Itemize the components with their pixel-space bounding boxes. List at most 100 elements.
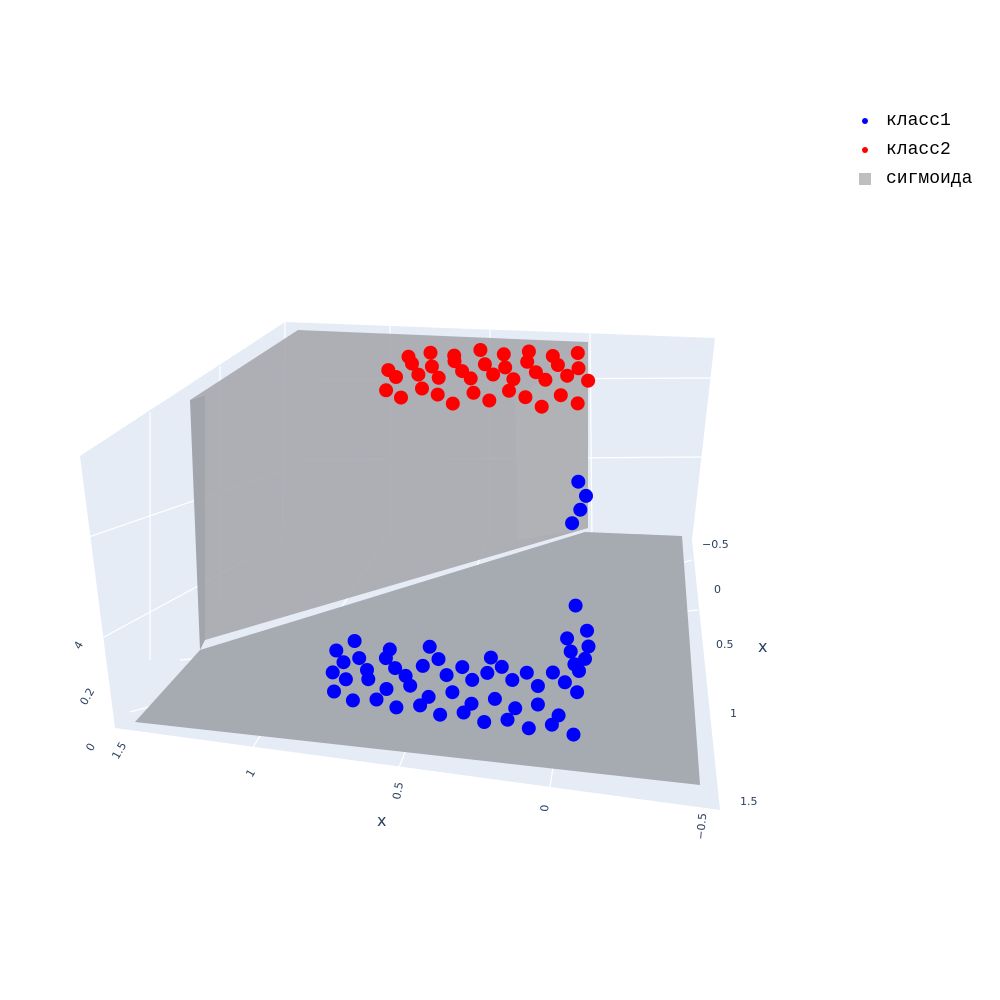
data-point[interactable] (463, 371, 478, 386)
data-point[interactable] (394, 390, 408, 405)
data-point[interactable] (369, 692, 384, 707)
data-point[interactable] (571, 361, 586, 376)
data-point[interactable] (361, 672, 376, 687)
data-point[interactable] (519, 665, 534, 680)
data-point[interactable] (565, 516, 580, 531)
data-point[interactable] (327, 684, 341, 699)
data-point[interactable] (506, 372, 521, 387)
legend-item-class1[interactable]: класс1 (852, 106, 972, 135)
data-point[interactable] (347, 634, 362, 648)
data-point[interactable] (424, 359, 439, 374)
data-point[interactable] (447, 348, 462, 363)
data-point[interactable] (505, 673, 520, 687)
data-point[interactable] (578, 651, 592, 666)
data-point[interactable] (573, 502, 588, 517)
data-point[interactable] (530, 679, 545, 693)
data-point[interactable] (433, 707, 448, 722)
legend-item-sigmoid[interactable]: сигмоида (852, 164, 972, 193)
series-class1[interactable] (325, 474, 596, 742)
data-point[interactable] (544, 717, 559, 732)
data-point[interactable] (563, 644, 578, 659)
data-point[interactable] (486, 367, 501, 382)
data-point[interactable] (508, 701, 523, 716)
data-point[interactable] (496, 347, 511, 362)
data-point[interactable] (560, 368, 575, 383)
data-point[interactable] (430, 387, 445, 402)
data-point[interactable] (483, 650, 498, 665)
data-point[interactable] (477, 715, 492, 729)
data-point[interactable] (498, 360, 513, 375)
data-point[interactable] (413, 698, 428, 713)
data-point[interactable] (439, 668, 454, 683)
data-point[interactable] (445, 685, 460, 700)
data-point[interactable] (518, 390, 533, 405)
data-point[interactable] (329, 643, 344, 658)
data-point[interactable] (482, 393, 497, 408)
data-point[interactable] (487, 691, 502, 706)
legend-item-class2[interactable]: класс2 (852, 135, 972, 164)
data-point[interactable] (570, 685, 585, 700)
data-point[interactable] (456, 705, 471, 720)
x-tick: 1.5 (109, 740, 129, 762)
data-point[interactable] (422, 639, 437, 654)
data-point[interactable] (571, 474, 586, 489)
data-point[interactable] (325, 665, 340, 680)
data-point[interactable] (545, 665, 560, 680)
data-point[interactable] (455, 660, 470, 675)
data-point[interactable] (581, 373, 596, 388)
data-point[interactable] (411, 367, 426, 382)
data-point[interactable] (431, 652, 446, 667)
data-point[interactable] (415, 381, 429, 396)
data-point[interactable] (336, 655, 351, 670)
data-point[interactable] (415, 658, 430, 673)
series-class2[interactable] (379, 343, 596, 414)
data-point[interactable] (538, 372, 553, 387)
data-point[interactable] (520, 354, 535, 369)
data-point[interactable] (534, 399, 549, 414)
y-tick: −0.5 (702, 538, 729, 551)
data-point[interactable] (502, 383, 516, 398)
data-point[interactable] (568, 598, 583, 613)
data-point[interactable] (473, 343, 488, 357)
data-point[interactable] (382, 642, 397, 657)
data-point[interactable] (379, 682, 394, 696)
data-point[interactable] (528, 365, 543, 380)
data-point[interactable] (477, 357, 492, 372)
data-point[interactable] (521, 721, 536, 736)
y-axis-ticks: −0.5 0 0.5 1 1.5 (702, 538, 758, 808)
data-point[interactable] (500, 712, 515, 727)
data-point[interactable] (352, 651, 367, 666)
data-point[interactable] (566, 727, 581, 742)
data-point[interactable] (421, 689, 436, 704)
data-point[interactable] (581, 639, 596, 654)
data-point[interactable] (570, 396, 585, 411)
data-point[interactable] (389, 700, 404, 715)
data-point[interactable] (580, 623, 594, 638)
data-point[interactable] (494, 659, 509, 674)
data-point[interactable] (401, 349, 416, 364)
data-point[interactable] (557, 675, 572, 690)
data-point[interactable] (423, 345, 438, 360)
data-point[interactable] (480, 665, 495, 680)
data-point[interactable] (466, 385, 481, 400)
data-point[interactable] (530, 697, 545, 712)
data-point[interactable] (403, 678, 418, 693)
x-tick: 0 (538, 804, 552, 812)
data-point[interactable] (389, 370, 403, 384)
data-point[interactable] (379, 383, 394, 398)
data-point[interactable] (570, 346, 585, 360)
data-point[interactable] (338, 672, 353, 687)
data-point[interactable] (388, 661, 403, 676)
data-point[interactable] (445, 396, 460, 411)
data-point[interactable] (521, 344, 536, 359)
data-point[interactable] (431, 370, 446, 385)
data-point[interactable] (465, 672, 480, 687)
data-point[interactable] (345, 693, 360, 708)
data-point[interactable] (579, 488, 593, 503)
data-point[interactable] (560, 631, 575, 646)
data-point[interactable] (572, 664, 586, 678)
data-point[interactable] (545, 349, 560, 363)
data-point[interactable] (553, 388, 568, 403)
